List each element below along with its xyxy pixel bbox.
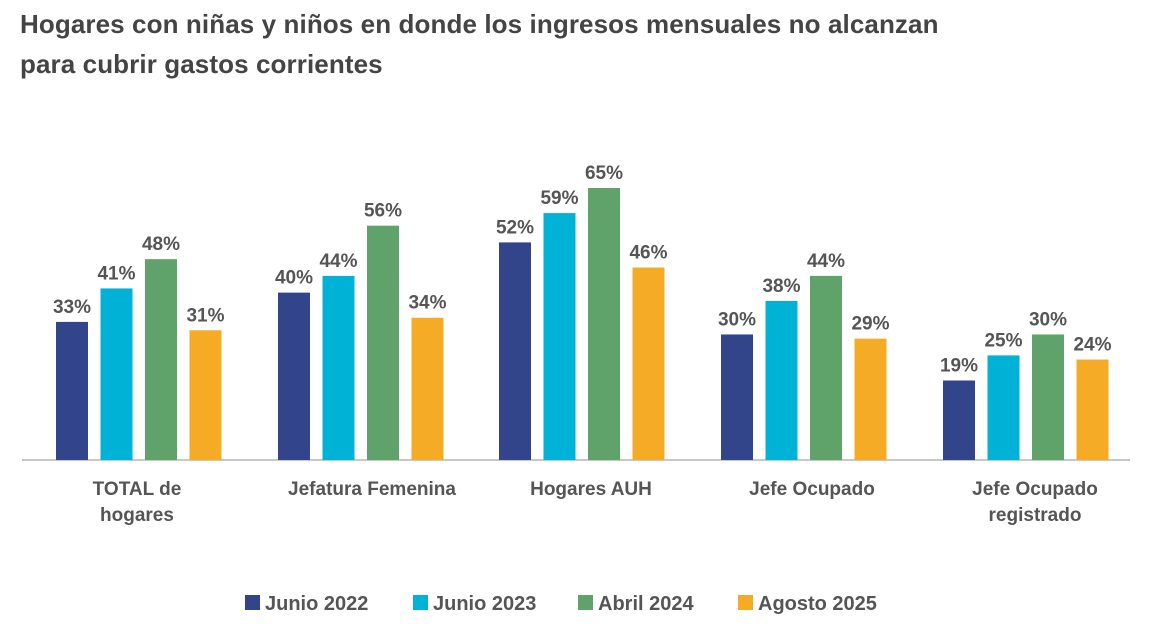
legend-label-3: Abril 2024 <box>598 593 694 615</box>
bar-2-series-3 <box>367 225 399 460</box>
data-label-2-series-2: 44% <box>319 251 357 272</box>
bar-1-series-3 <box>145 259 177 460</box>
bar-5-series-3 <box>1032 334 1064 460</box>
data-label-3-series-1: 52% <box>496 217 534 238</box>
data-label-1-series-1: 33% <box>53 297 91 318</box>
legend-label-1: Junio 2022 <box>265 593 368 615</box>
chart-title: Hogares con niñas y niños en donde los i… <box>20 4 1130 84</box>
legend-swatch-4 <box>738 595 753 610</box>
category-label-1-line-2: hogares <box>100 505 174 526</box>
bar-1-series-1 <box>56 321 88 460</box>
bar-3-series-3 <box>588 188 620 460</box>
data-label-1-series-3: 48% <box>142 234 180 255</box>
category-label-4-line-1: Jefe Ocupado <box>749 479 875 500</box>
data-label-5-series-3: 30% <box>1029 309 1067 330</box>
data-label-4-series-3: 44% <box>807 251 845 272</box>
data-label-3-series-4: 46% <box>629 243 667 264</box>
chart-title-line-2: para cubrir gastos corrientes <box>20 49 383 79</box>
data-label-4-series-1: 30% <box>718 309 756 330</box>
data-label-2-series-3: 56% <box>364 201 402 222</box>
category-label-3-line-1: Hogares AUH <box>530 479 652 500</box>
data-label-1-series-4: 31% <box>186 305 224 326</box>
legend-swatch-3 <box>578 595 593 610</box>
data-label-5-series-1: 19% <box>940 355 978 376</box>
bar-3-series-1 <box>499 242 531 460</box>
data-label-5-series-2: 25% <box>984 330 1022 351</box>
data-label-2-series-4: 34% <box>408 293 446 314</box>
bar-4-series-3 <box>810 275 842 460</box>
legend-swatch-2 <box>413 595 428 610</box>
data-label-3-series-2: 59% <box>540 188 578 209</box>
bar-3-series-2 <box>543 213 576 460</box>
chart-title-line-1: Hogares con niñas y niños en donde los i… <box>20 9 939 39</box>
category-label-1-line-1: TOTAL de <box>93 479 182 500</box>
bar-1-series-2 <box>100 288 133 460</box>
bar-3-series-4 <box>632 267 665 460</box>
bar-2-series-4 <box>411 317 444 460</box>
bar-5-series-1 <box>943 380 975 460</box>
bar-5-series-4 <box>1076 359 1109 460</box>
legend-label-4: Agosto 2025 <box>758 593 877 615</box>
data-label-4-series-2: 38% <box>762 276 800 297</box>
legend-swatch-1 <box>245 595 260 610</box>
bar-1-series-4 <box>189 330 222 460</box>
bar-2-series-2 <box>322 275 355 460</box>
data-label-3-series-3: 65% <box>585 163 623 184</box>
bar-4-series-4 <box>854 338 887 460</box>
bar-4-series-1 <box>721 334 753 460</box>
legend-label-2: Junio 2023 <box>433 593 536 615</box>
data-label-1-series-2: 41% <box>97 263 135 284</box>
bar-4-series-2 <box>765 300 798 460</box>
category-label-5-line-2: registrado <box>989 505 1082 526</box>
bar-2-series-1 <box>278 292 310 460</box>
data-label-2-series-1: 40% <box>275 268 313 289</box>
category-label-2-line-1: Jefatura Femenina <box>288 479 456 500</box>
category-label-5-line-1: Jefe Ocupado <box>972 479 1098 500</box>
bar-5-series-2 <box>987 355 1020 460</box>
data-label-5-series-4: 24% <box>1073 335 1111 356</box>
data-label-4-series-4: 29% <box>851 314 889 335</box>
